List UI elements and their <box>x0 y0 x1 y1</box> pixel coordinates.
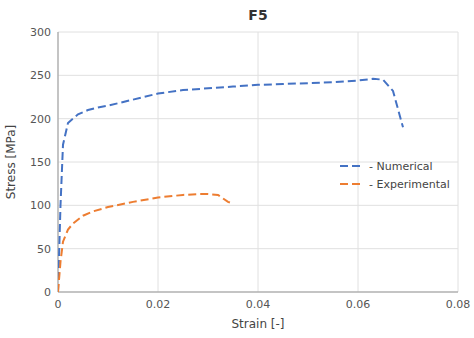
series-line <box>58 194 233 292</box>
y-grid-line <box>58 75 458 76</box>
y-tick-label: 150 <box>30 156 51 169</box>
y-axis-label: Stress [MPa] <box>4 125 18 199</box>
x-tick-label: 0.08 <box>446 298 471 311</box>
legend: - Numerical - Experimental <box>340 160 450 191</box>
y-grid-line <box>58 292 458 293</box>
y-grid-line <box>58 118 458 119</box>
x-axis-label: Strain [-] <box>231 317 284 331</box>
x-tick-label: 0.04 <box>246 298 271 311</box>
title: F5 <box>248 7 267 23</box>
y-tick-label: 50 <box>37 243 51 256</box>
x-tick-label: 0 <box>55 298 62 311</box>
legend-label: - Numerical <box>369 160 433 173</box>
y-tick-label: 200 <box>30 113 51 126</box>
x-tick-label: 0.06 <box>346 298 371 311</box>
legend-swatch <box>340 183 364 185</box>
grid <box>58 32 458 292</box>
y-tick-label: 300 <box>30 26 51 39</box>
y-grid-line <box>58 32 458 33</box>
legend-swatch <box>340 165 364 167</box>
x-axis-line <box>58 292 458 293</box>
background <box>0 0 474 338</box>
chart: 0 0.02 0.04 0.06 0.08 0 50 100 150 200 250 300 - Num… <box>0 0 474 338</box>
plot-area <box>58 79 403 292</box>
series-line <box>58 79 403 292</box>
x-tick-label: 0.02 <box>146 298 171 311</box>
y-tick-label: 250 <box>30 69 51 82</box>
legend-label: - Experimental <box>369 178 450 191</box>
y-grid-line <box>58 248 458 249</box>
y-tick-label: 0 <box>44 286 51 299</box>
y-tick-label: 100 <box>30 199 51 212</box>
